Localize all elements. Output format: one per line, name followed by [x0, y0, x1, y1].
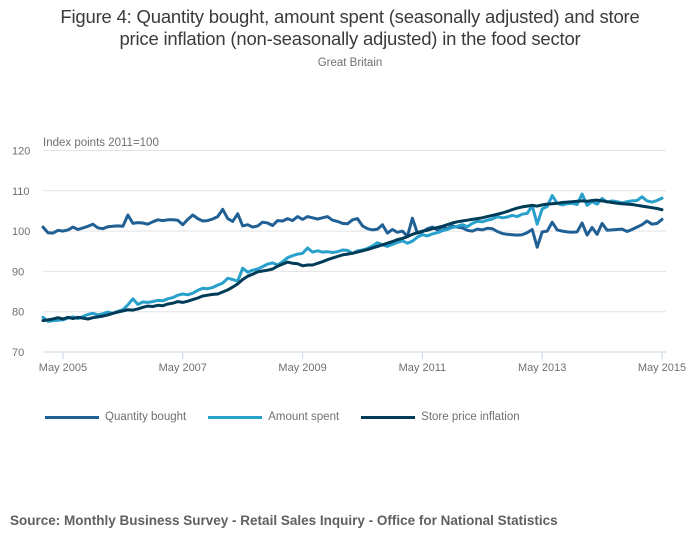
- line-chart: 70 80 90 100 110 120 Index points 2011=100 Ma…: [12, 137, 686, 374]
- chart-title: Figure 4: Quantity bought, amount spent …: [0, 6, 700, 50]
- chart-subtitle: Great Britain: [317, 57, 383, 69]
- legend-item-amount-spent[interactable]: Amount spent: [208, 411, 339, 423]
- legend-swatch-quantity-bought: [45, 415, 99, 419]
- x-tick-label: May 2009: [278, 362, 326, 374]
- series-lines: [41, 192, 664, 323]
- chart-title-line-2: price inflation (non-seasonally adjusted…: [119, 28, 581, 49]
- legend-swatch-amount-spent: [208, 415, 263, 419]
- y-tick-label: 110: [12, 186, 30, 198]
- x-axis: May 2005 May 2007 May 2009 May 2011 May 2013…: [39, 351, 686, 374]
- y-tick-label: 90: [12, 266, 24, 278]
- gridlines: [43, 150, 666, 313]
- legend-label-amount-spent: Amount spent: [268, 411, 340, 423]
- legend-swatch-store-price-inflation: [361, 415, 416, 419]
- source-note: Source: Monthly Business Survey - Retail…: [10, 513, 558, 528]
- y-tick-label: 100: [12, 226, 30, 238]
- series-line-quantity-bought: [41, 207, 664, 249]
- x-tick-label: May 2005: [39, 362, 87, 374]
- x-tick-label: May 2013: [518, 362, 566, 374]
- legend-item-store-price-inflation[interactable]: Store price inflation: [361, 411, 520, 423]
- chart-title-line-1: Figure 4: Quantity bought, amount spent …: [60, 6, 640, 27]
- legend-item-quantity-bought[interactable]: Quantity bought: [45, 411, 186, 423]
- series-line-amount-spent: [41, 192, 664, 323]
- legend-label-quantity-bought: Quantity bought: [105, 411, 187, 423]
- series-line-store-price-inflation: [41, 198, 664, 323]
- legend-label-store-price-inflation: Store price inflation: [421, 411, 520, 423]
- y-axis-ticks: 70 80 90 100 110 120: [12, 146, 30, 360]
- y-tick-label: 80: [12, 307, 24, 319]
- y-axis-label: Index points 2011=100: [43, 137, 159, 149]
- y-tick-label: 120: [12, 146, 30, 158]
- x-tick-label: May 2007: [159, 362, 207, 374]
- x-tick-label: May 2015: [638, 362, 686, 374]
- y-tick-label: 70: [12, 347, 24, 359]
- x-tick-label: May 2011: [399, 362, 447, 374]
- legend: Quantity bought Amount spent Store price…: [45, 408, 542, 426]
